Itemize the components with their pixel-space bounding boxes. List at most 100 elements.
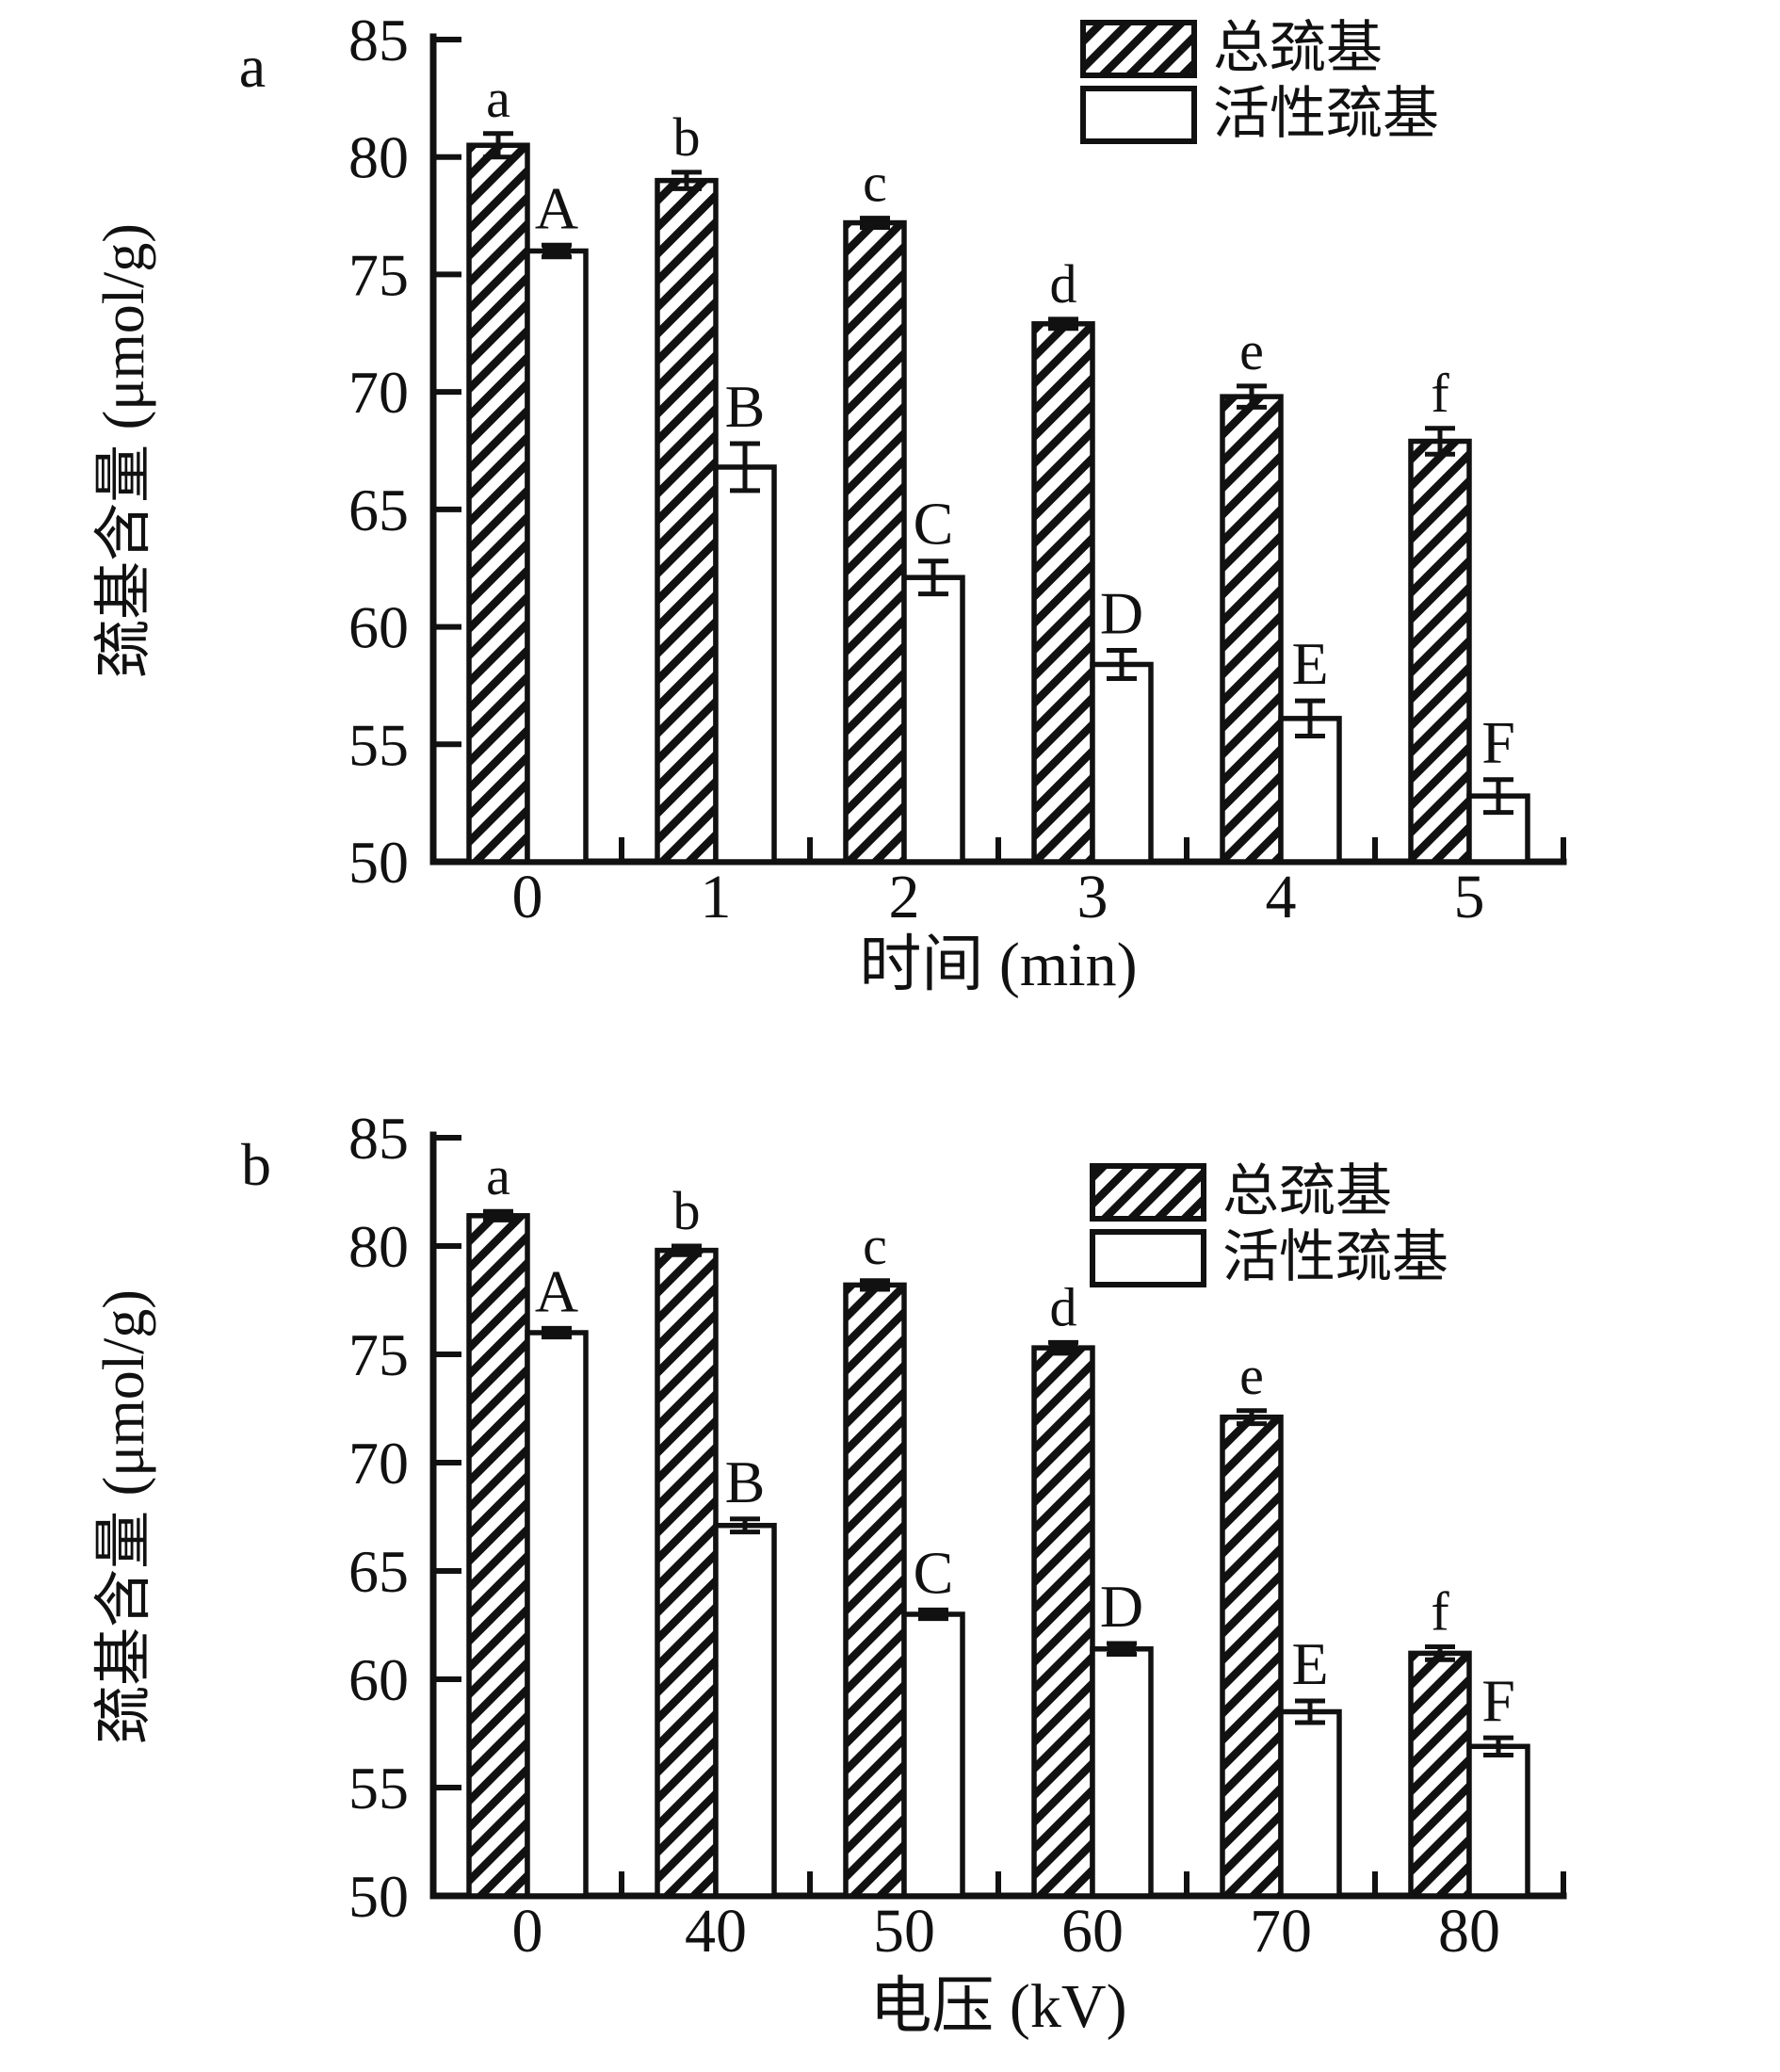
sig-letter-c: c [863,1215,887,1276]
y-tick-label: 65 [348,1538,409,1605]
panel-b: 85 80 75 70 65 60 55 50 0 aA 40 b B 50 c C 60 d D 70 e E 80 fFb… [92,1105,1567,2041]
bar-active-3 [1090,1646,1154,1899]
bar-total-5 [1408,438,1472,865]
errorbar-active-5 [1483,1735,1513,1757]
sig-letter-e: e [1239,1345,1264,1406]
errorbar-total-0 [483,1208,513,1222]
bar-active-5 [1466,793,1530,865]
errorbar-total-4 [1237,383,1267,410]
errorbar-active-2 [918,558,948,597]
x-category-label: 80 [1438,1897,1500,1966]
bar-total-2 [843,1282,907,1899]
sig-letter-b: b [673,1180,701,1241]
y-tick-label: 55 [348,711,409,778]
sig-letter-d: d [1050,253,1077,315]
axes-a [429,33,1567,866]
y-tick-label: 80 [348,124,409,191]
errorbar-active-3 [1107,1641,1137,1658]
legend-label: 活性巯基 [1222,1226,1448,1288]
y-tick-label: 85 [348,1105,409,1172]
sig-letter-A: A [535,1257,578,1324]
bar-active-1 [713,464,777,865]
x-axis-title: 时间 (min) [859,931,1137,999]
x-category-label: 70 [1250,1897,1312,1966]
errorbar-total-3 [1048,316,1078,332]
legend-swatch-hatched [1090,1163,1206,1222]
x-category-label: 1 [701,863,732,931]
sig-letter-E: E [1291,630,1328,697]
sig-letter-F: F [1481,709,1515,776]
y-tick-label: 65 [348,477,409,543]
legend-label: 总巯基 [1222,1160,1392,1222]
sig-letter-f: f [1431,1581,1449,1643]
sig-letter-B: B [725,1449,766,1515]
bar-total-2 [843,219,907,865]
error-marker [861,217,889,229]
legend-label: 总巯基 [1213,17,1383,79]
sig-letter-F: F [1481,1667,1515,1734]
errorbar-total-1 [672,1243,702,1257]
error-marker [542,245,571,257]
y-tick-label: 55 [348,1755,409,1821]
y-tick-label: 75 [348,1321,409,1388]
bar-active-2 [901,1611,965,1899]
legend-swatch-open [1080,86,1197,144]
y-tick-label: 50 [348,829,409,896]
sig-letter-C: C [914,1539,954,1606]
bar-total-3 [1031,321,1095,865]
error-marker [542,1327,571,1338]
errorbar-total-2 [860,216,890,231]
sig-letter-e: e [1239,320,1264,381]
y-tick-label: 50 [348,1863,409,1930]
bar-active-2 [901,575,965,865]
legend-label: 活性巯基 [1213,83,1439,145]
y-tick-label: 70 [348,359,409,426]
errorbar-total-3 [1048,1339,1078,1356]
y-tick-label: 70 [348,1430,409,1497]
bar-total-4 [1220,394,1284,865]
y-axis-title: 巯基含量 (μmol/g) [92,1289,156,1744]
y-tick-label: 60 [348,1646,409,1713]
sig-letter-d: d [1050,1276,1077,1337]
errorbar-active-0 [542,1325,572,1340]
bar-total-0 [466,142,530,865]
x-axis-title: 电压 (kV) [869,1972,1126,2041]
bar-total-1 [655,1247,719,1899]
bar-active-5 [1466,1743,1530,1899]
legend-swatch-open [1090,1229,1206,1287]
errorbar-active-1 [730,441,760,494]
errorbar-active-0 [542,242,572,260]
errorbar-total-1 [672,170,702,191]
legend-swatch-hatched [1080,20,1197,78]
x-category-label: 0 [512,863,543,931]
sig-letter-A: A [535,174,578,241]
bar-active-0 [525,1330,589,1899]
bar-total-1 [655,177,719,865]
error-marker [919,1609,947,1620]
sig-letter-a: a [486,68,510,129]
x-category-label: 2 [889,863,920,931]
y-axis-title: 巯基含量 (μmol/g) [92,223,156,678]
sig-letter-D: D [1100,1573,1143,1640]
x-category-label: 0 [512,1897,543,1966]
bar-active-1 [713,1522,777,1899]
y-tick-label: 60 [348,594,409,661]
bar-total-3 [1031,1345,1095,1899]
errorbar-total-0 [483,131,513,160]
y-tick-label: 75 [348,241,409,308]
errorbar-active-2 [918,1607,948,1622]
error-marker [1049,1342,1077,1354]
errorbar-active-5 [1483,777,1513,816]
bar-active-0 [525,248,589,865]
errorbar-active-3 [1107,648,1137,681]
errorbar-total-2 [860,1278,890,1292]
error-marker [672,1244,701,1256]
bar-active-4 [1278,1708,1342,1899]
errorbar-active-4 [1295,698,1325,739]
bar-total-0 [466,1213,530,1899]
